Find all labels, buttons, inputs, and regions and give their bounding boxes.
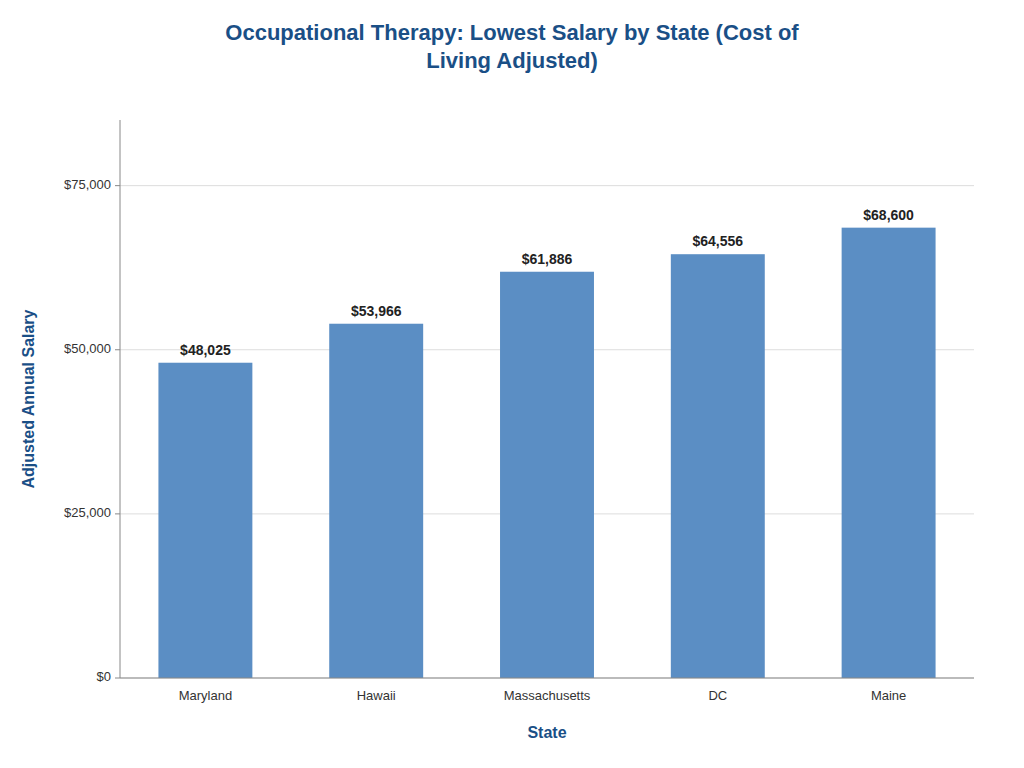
- y-tick: [115, 678, 120, 679]
- grid-line: [120, 678, 974, 679]
- bar: [671, 254, 765, 678]
- bar: [329, 324, 423, 678]
- x-tick-label: Massachusetts: [504, 688, 591, 703]
- bar: [158, 363, 252, 678]
- y-tick-label: $50,000: [64, 341, 111, 356]
- bars: [158, 228, 935, 678]
- y-axis: $0 $25,000 $50,000 $75,000: [64, 120, 120, 684]
- chart-svg: Occupational Therapy: Lowest Salary by S…: [0, 0, 1024, 768]
- y-tick: [115, 349, 120, 350]
- y-axis-label: Adjusted Annual Salary: [20, 309, 37, 488]
- data-label: $53,966: [351, 303, 402, 319]
- bar: [842, 228, 936, 678]
- data-label: $68,600: [863, 207, 914, 223]
- x-axis: Maryland Hawaii Massachusetts DC Maine: [120, 678, 974, 703]
- y-tick: [115, 513, 120, 514]
- chart-container: Occupational Therapy: Lowest Salary by S…: [0, 0, 1024, 768]
- grid-line: [120, 185, 974, 186]
- grid: [120, 186, 974, 678]
- data-labels: $48,025 $53,966 $61,886 $64,556 $68,600: [180, 207, 914, 358]
- x-tick-label: Maine: [871, 688, 906, 703]
- x-tick-label: Maryland: [179, 688, 232, 703]
- bar: [500, 272, 594, 678]
- y-tick: [115, 185, 120, 186]
- y-tick-label: $75,000: [64, 177, 111, 192]
- y-axis-line: [120, 120, 121, 678]
- y-tick-label: $0: [97, 669, 111, 684]
- y-tick-label: $25,000: [64, 505, 111, 520]
- chart-title-line: Occupational Therapy: Lowest Salary by S…: [225, 20, 799, 45]
- data-label: $61,886: [522, 251, 573, 267]
- x-axis-line: [120, 678, 974, 679]
- x-axis-label: State: [527, 724, 566, 741]
- x-tick-label: DC: [708, 688, 727, 703]
- chart-title: Occupational Therapy: Lowest Salary by S…: [225, 20, 799, 73]
- x-tick-label: Hawaii: [357, 688, 396, 703]
- data-label: $64,556: [692, 233, 743, 249]
- chart-title-line: Living Adjusted): [426, 48, 598, 73]
- data-label: $48,025: [180, 342, 231, 358]
